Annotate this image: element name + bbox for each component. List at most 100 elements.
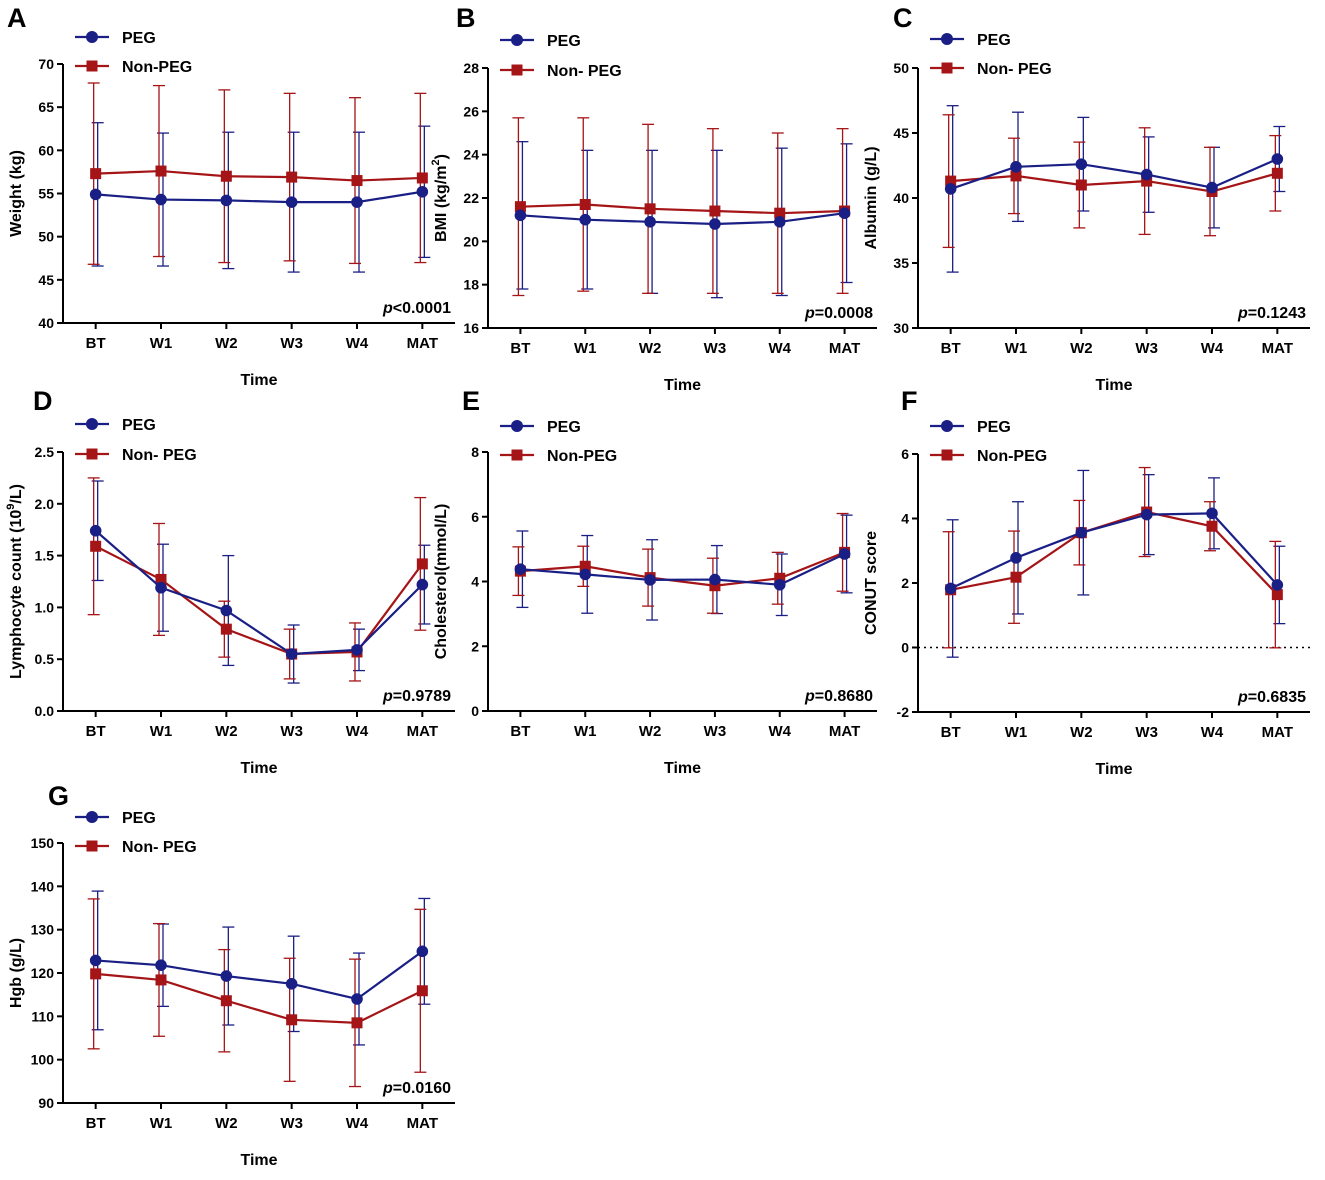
data-point-non-peg	[90, 168, 102, 180]
legend-label-non-peg: Non-PEG	[547, 448, 617, 465]
legend-marker-non-peg	[86, 60, 98, 72]
legend-label-non-peg: Non- PEG	[122, 447, 197, 464]
data-point-peg	[514, 209, 527, 222]
y-axis-label-text: Albumin (g/L)	[863, 146, 880, 249]
y-axis-label-sup: 9	[5, 504, 17, 510]
panel-f: F -2 0 2 4 6 BT W1 W2 W3 W4 MAT Time CONUT score PEG No…	[863, 386, 1310, 778]
series-line-peg	[520, 212, 845, 226]
panel-letter: D	[33, 386, 53, 416]
data-point-peg	[579, 568, 592, 581]
series-line-peg	[95, 950, 423, 1001]
legend-marker-non-peg	[941, 62, 953, 74]
x-tick-label: MAT	[829, 340, 860, 357]
data-point-peg	[1206, 507, 1218, 520]
x-tick-label: W3	[1135, 340, 1158, 357]
x-tick-label: MAT	[829, 723, 860, 740]
data-point-peg	[1010, 552, 1022, 564]
x-tick-label: W1	[150, 1115, 173, 1132]
y-tick-label: 2	[471, 638, 479, 654]
series-line-non-peg	[520, 551, 845, 587]
data-point-non-peg	[286, 171, 298, 183]
p-value: p=0.8680	[804, 688, 873, 705]
data-point-non-peg	[1206, 520, 1218, 532]
x-axis-label: Time	[240, 372, 277, 389]
data-point-peg	[773, 578, 786, 591]
data-point-peg	[351, 196, 363, 208]
legend-label-peg: PEG	[122, 417, 156, 434]
data-point-peg	[285, 196, 298, 208]
data-point-non-peg	[774, 207, 786, 219]
x-tick-label: MAT	[1262, 340, 1293, 357]
p-value-text: <0.0001	[393, 300, 451, 317]
data-point-peg	[1271, 579, 1284, 591]
y-tick-label: 18	[463, 277, 479, 293]
x-tick-label: BT	[941, 724, 961, 741]
x-axis-label: Time	[1095, 761, 1132, 778]
x-tick-label: W2	[1070, 724, 1093, 741]
y-tick-label: 0	[901, 640, 909, 656]
data-point-non-peg	[945, 175, 957, 187]
data-point-peg	[89, 188, 102, 201]
p-value-prefix: p	[382, 300, 393, 317]
legend-label-peg: PEG	[547, 33, 581, 50]
x-tick-label: W1	[574, 723, 597, 740]
y-axis-label-text: CONUT score	[863, 531, 880, 635]
y-axis-label-text: Lymphocyte count (10	[8, 510, 25, 679]
data-point-peg	[155, 193, 167, 206]
x-tick-label: W3	[1135, 724, 1158, 741]
y-tick-label: 28	[463, 60, 479, 76]
y-tick-label: 50	[893, 60, 909, 76]
x-tick-label: MAT	[407, 1115, 438, 1132]
y-axis-label-sup: 2	[430, 159, 442, 165]
y-tick-label: 1.5	[35, 548, 55, 564]
p-value-prefix: p	[804, 688, 815, 705]
legend-marker-peg	[941, 33, 953, 45]
legend-marker-peg	[86, 31, 98, 43]
y-tick-label: 8	[471, 444, 479, 460]
panel-letter: C	[893, 3, 913, 33]
data-point-non-peg	[774, 572, 786, 584]
data-point-peg	[709, 218, 721, 230]
data-point-peg	[1206, 181, 1218, 194]
data-point-peg	[220, 970, 233, 982]
y-tick-label: 100	[31, 1052, 55, 1068]
data-point-non-peg	[579, 560, 591, 572]
x-tick-label: W1	[574, 340, 597, 357]
p-value-prefix: p	[1237, 689, 1248, 706]
data-point-non-peg	[90, 968, 102, 980]
p-value-prefix: p	[382, 1080, 393, 1097]
data-point-peg	[1271, 153, 1284, 165]
y-axis-label: CONUT score	[863, 531, 880, 635]
series-line-peg	[95, 190, 423, 204]
panel-g: G 90 100 110 120 130 140 150 BT W1 W2 W3 W4 MAT Time Hg…	[8, 781, 455, 1169]
y-tick-label: 4	[901, 511, 909, 527]
series-line-peg	[950, 157, 1278, 190]
series-line-non-peg	[95, 169, 423, 182]
y-axis-label: Albumin (g/L)	[863, 146, 880, 249]
p-value: p=0.0160	[382, 1080, 451, 1097]
p-value-text: =0.1243	[1248, 305, 1306, 322]
panel-letter: B	[456, 3, 476, 33]
panel-e: E 0 2 4 6 8 BT W1 W2 W3 W4 MAT Time Cholesterol(mmol/…	[433, 386, 877, 777]
legend-marker-peg	[941, 420, 953, 432]
y-tick-label: 150	[31, 835, 55, 851]
panel-letter: E	[462, 386, 480, 416]
legend-marker-non-peg	[941, 449, 953, 461]
x-tick-label: W3	[280, 723, 303, 740]
x-tick-label: BT	[510, 723, 530, 740]
y-axis-label: Hgb (g/L)	[8, 938, 25, 1008]
y-axis-label-end: /L)	[8, 484, 25, 504]
x-tick-label: BT	[86, 335, 106, 352]
p-value-prefix: p	[382, 688, 393, 705]
series-line-peg	[94, 529, 424, 656]
legend-marker-peg	[86, 418, 98, 430]
series-line-non-peg	[950, 510, 1279, 596]
legend-label-peg: PEG	[122, 30, 156, 47]
data-point-peg	[1140, 168, 1153, 181]
data-point-peg	[220, 604, 233, 617]
p-value-text: =0.9789	[393, 688, 451, 705]
legend-label-non-peg: Non- PEG	[122, 839, 197, 856]
data-point-non-peg	[1271, 167, 1283, 179]
y-tick-label: 22	[463, 190, 479, 206]
